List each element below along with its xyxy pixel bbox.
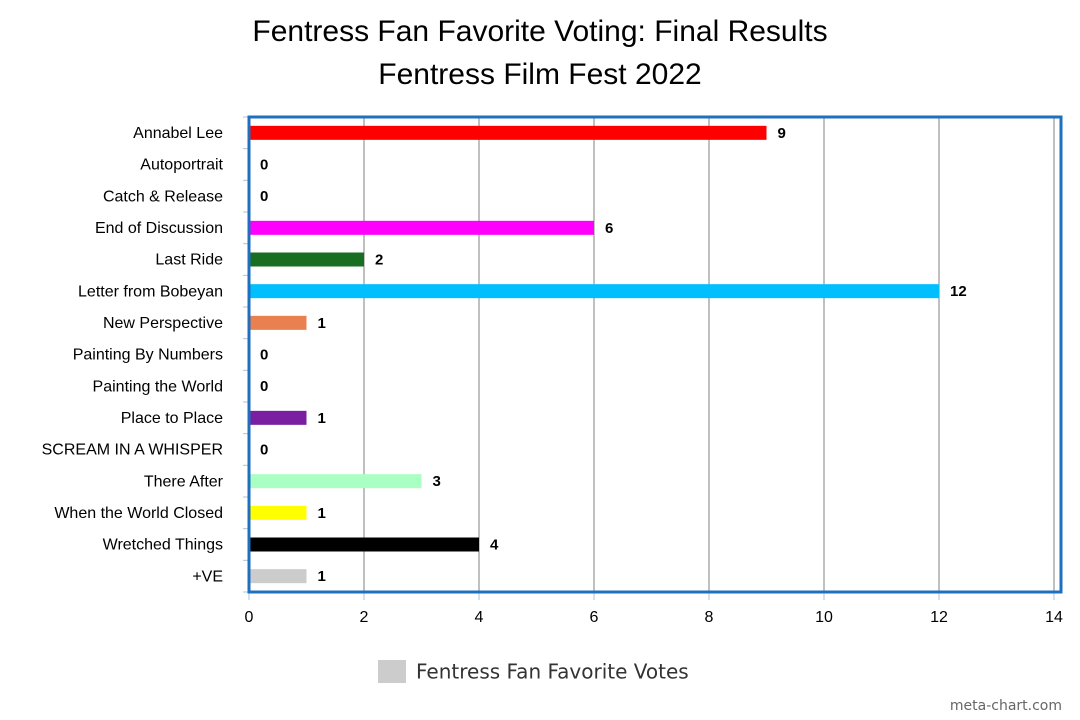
bar [249,220,594,235]
bar [249,125,767,140]
data-label: 3 [433,473,441,490]
y-tick-label: There After [144,473,224,490]
bar [249,252,364,267]
x-tick-label: 4 [475,609,484,626]
bar [249,284,939,299]
data-label: 0 [260,156,268,173]
credit: meta-chart.com [950,698,1062,714]
legend-swatch [378,660,406,683]
data-label: 12 [950,283,967,300]
data-label: 1 [318,505,326,522]
y-tick-label: Letter from Bobeyan [78,283,223,300]
y-tick-label: Catch & Release [103,188,223,205]
y-tick-label: Annabel Lee [133,125,223,142]
x-tick-label: 14 [1045,609,1063,626]
chart-title: Fentress Fan Favorite Voting: Final Resu… [252,15,827,48]
y-tick-label: Place to Place [121,410,223,427]
y-tick-label: End of Discussion [95,220,223,237]
y-tick-label: Painting the World [93,378,223,395]
bar [249,474,422,489]
legend-label: Fentress Fan Favorite Votes [416,660,689,684]
y-tick-label: When the World Closed [54,505,223,522]
bar [249,537,479,552]
data-label: 0 [260,378,268,395]
data-label: 4 [490,536,499,553]
x-tick-label: 8 [705,609,714,626]
plot-border [247,115,1063,594]
y-tick-label: Painting By Numbers [73,347,223,364]
y-tick-label: Autoportrait [140,157,223,174]
data-label: 0 [260,346,268,363]
x-tick-label: 12 [930,609,948,626]
x-tick-label: 0 [245,609,254,626]
y-tick-label: New Perspective [103,315,223,332]
chart-subtitle: Fentress Film Fest 2022 [378,58,701,91]
data-label: 6 [605,220,613,237]
bar [249,569,307,584]
y-tick-label: Last Ride [155,252,223,269]
bar [249,315,307,330]
x-tick-label: 10 [815,609,833,626]
data-label: 1 [318,568,326,585]
y-tick-label: SCREAM IN A WHISPER [42,442,223,459]
data-label: 1 [318,410,326,427]
data-label: 2 [375,251,383,268]
data-label: 1 [318,315,326,332]
bar [249,410,307,425]
y-tick-label: +VE [192,568,223,585]
data-label: 0 [260,441,268,458]
data-label: 0 [260,188,268,205]
x-tick-label: 6 [590,609,599,626]
data-label: 9 [778,125,786,142]
x-tick-label: 2 [360,609,369,626]
y-tick-label: Wretched Things [103,537,223,554]
bar [249,505,307,520]
